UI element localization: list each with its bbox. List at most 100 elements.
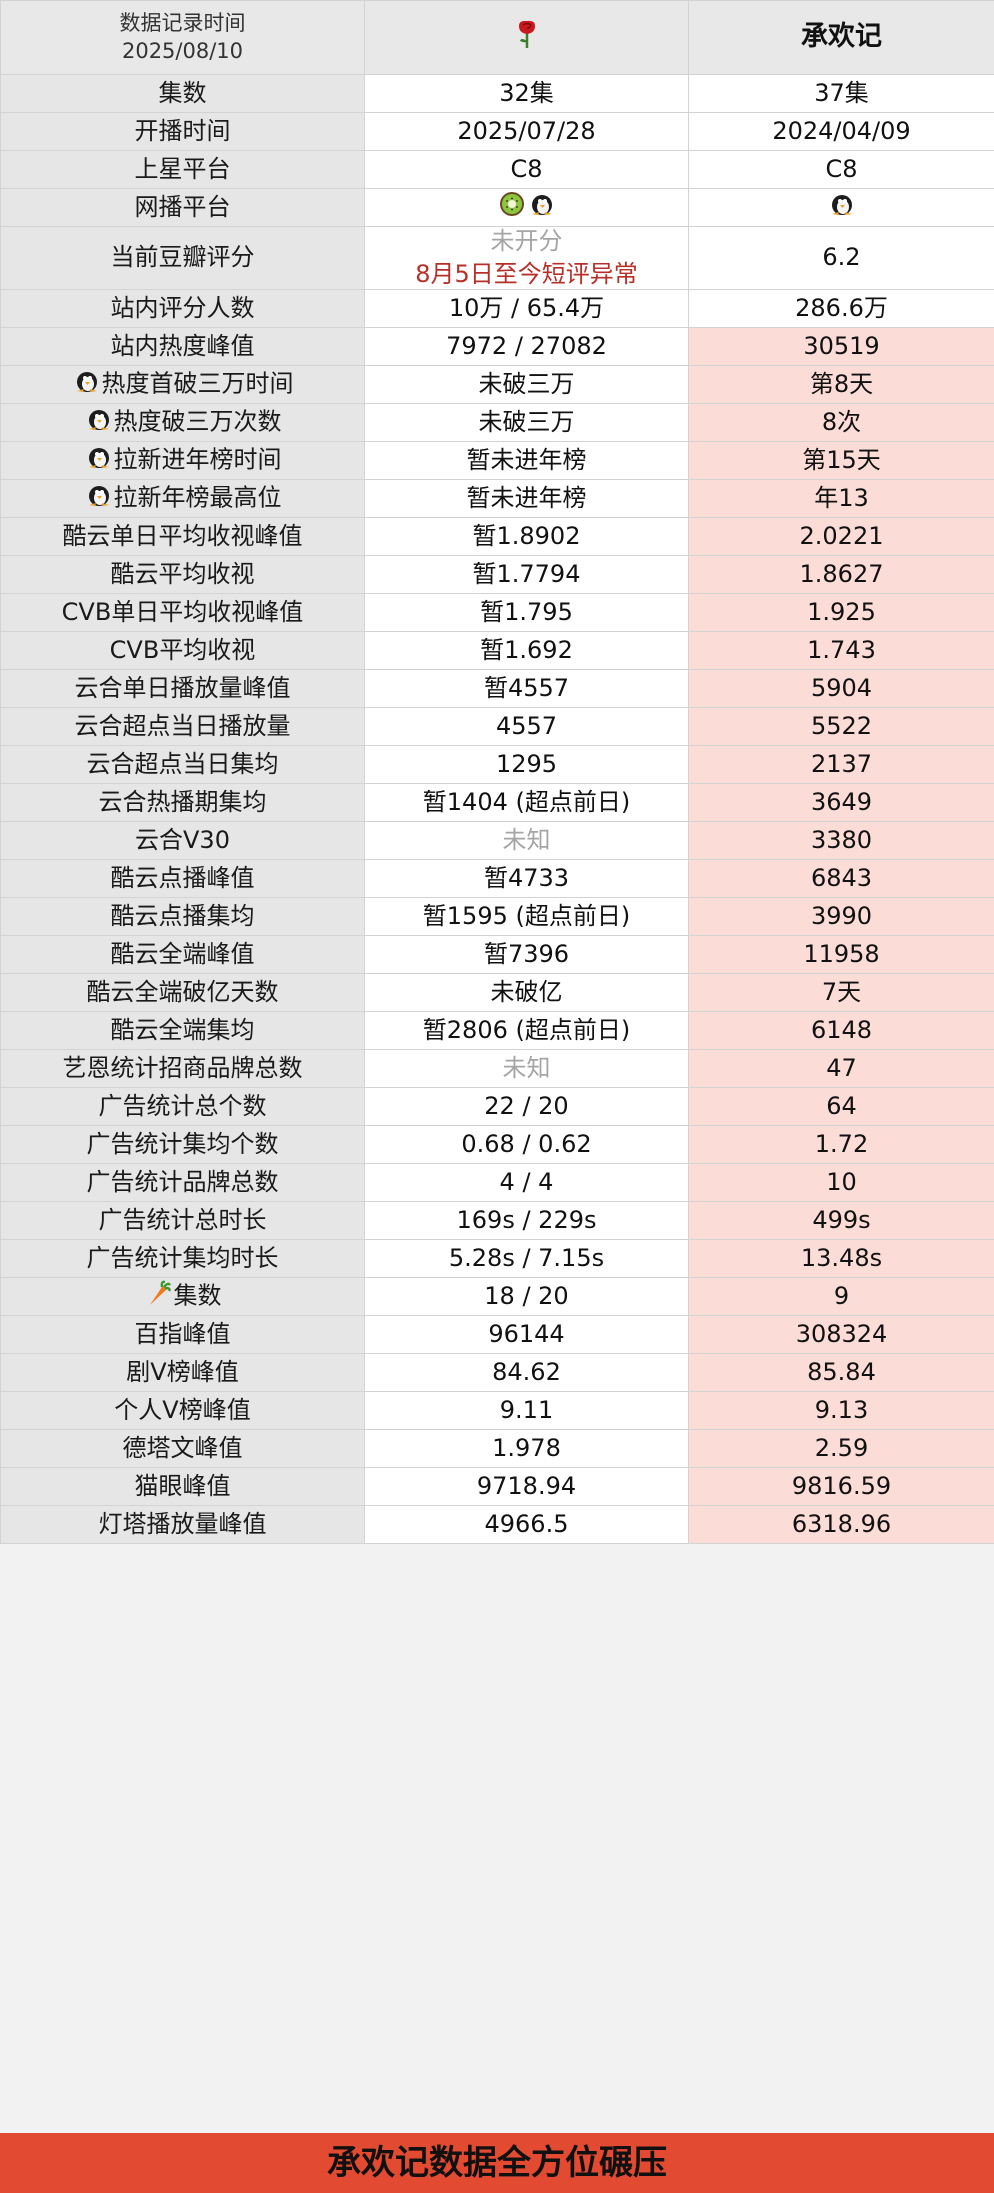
drama-b-value: 第8天 <box>688 364 994 404</box>
drama-a-value-text: 96144 <box>488 1319 565 1348</box>
drama-a-value: 0.68 / 0.62 <box>364 1124 689 1164</box>
row-label-text: 酷云全端集均 <box>110 1015 255 1044</box>
drama-a-value: 18 / 20 <box>364 1276 689 1316</box>
row-label: 酷云平均收视 <box>0 554 365 594</box>
table-row: 网播平台 <box>0 188 994 227</box>
drama-b-value: 10 <box>688 1162 994 1202</box>
drama-b-value-text: 9 <box>833 1281 850 1310</box>
drama-b-value: 1.72 <box>688 1124 994 1164</box>
row-label-text: 云合热播期集均 <box>98 787 267 816</box>
penguin-icon <box>529 192 555 223</box>
row-label-text: 德塔文峰值 <box>122 1433 243 1462</box>
drama-b-value: 6.2 <box>688 226 994 290</box>
drama-b-value-text: 2.59 <box>814 1433 869 1462</box>
row-label: 酷云全端峰值 <box>0 934 365 974</box>
drama-a-value-text: 暂未进年榜 <box>466 483 587 512</box>
table-row: 开播时间 2025/07/28 2024/04/09 <box>0 112 994 151</box>
drama-a-value: 未破亿 <box>364 972 689 1012</box>
drama-b-value-text: 8次 <box>821 407 862 436</box>
drama-b-value: 308324 <box>688 1314 994 1354</box>
drama-a-note: 8月5日至今短评异常 <box>415 259 638 288</box>
table-row: 广告统计集均时长 5.28s / 7.15s 13.48s <box>0 1238 994 1278</box>
drama-b-value-text: 9816.59 <box>791 1471 892 1500</box>
drama-b-value: 47 <box>688 1048 994 1088</box>
drama-b-value-text: 7天 <box>821 977 862 1006</box>
table-row: 拉新进年榜时间 暂未进年榜 第15天 <box>0 440 994 480</box>
drama-b-value-text: 2.0221 <box>799 521 884 550</box>
row-label-text: 猫眼峰值 <box>134 1471 231 1500</box>
penguin-icon <box>86 445 112 476</box>
row-label-text: 艺恩统计招商品牌总数 <box>62 1053 303 1082</box>
row-label: 酷云全端集均 <box>0 1010 365 1050</box>
row-label-text: 拉新年榜最高位 <box>113 483 282 512</box>
row-label-text: 酷云全端峰值 <box>110 939 255 968</box>
drama-b-value-text: 13.48s <box>800 1243 883 1272</box>
drama-a-value-text: 暂7396 <box>483 939 570 968</box>
drama-b-value: 64 <box>688 1086 994 1126</box>
row-label: 剧V榜峰值 <box>0 1352 365 1392</box>
row-label: 当前豆瓣评分 <box>0 226 365 290</box>
drama-b-value: 3380 <box>688 820 994 860</box>
row-label-text: 广告统计总时长 <box>98 1205 267 1234</box>
drama-b-value-text: 6148 <box>810 1015 873 1044</box>
drama-b-value: 3990 <box>688 896 994 936</box>
drama-b-value: 37集 <box>688 74 994 113</box>
drama-a-value: 未开分 8月5日至今短评异常 <box>364 226 689 290</box>
row-label-text: 酷云单日平均收视峰值 <box>62 521 303 550</box>
drama-b-value: 3649 <box>688 782 994 822</box>
table-row: 云合超点当日播放量 4557 5522 <box>0 706 994 746</box>
drama-a-value: 暂1595 (超点前日) <box>364 896 689 936</box>
table-row: 云合热播期集均 暂1404 (超点前日) 3649 <box>0 782 994 822</box>
rose-icon <box>516 19 538 56</box>
table-row: 酷云点播集均 暂1595 (超点前日) 3990 <box>0 896 994 936</box>
drama-b-value-text: 37集 <box>814 79 869 108</box>
drama-b-value-text: 499s <box>812 1205 871 1234</box>
record-date: 2025/08/10 <box>121 38 244 63</box>
row-label-text: 拉新进年榜时间 <box>113 445 282 474</box>
drama-a-value-text: 暂2806 (超点前日) <box>422 1015 631 1044</box>
drama-b-value: 30519 <box>688 326 994 366</box>
drama-a-value: 暂未进年榜 <box>364 440 689 480</box>
drama-b-value-text: 9.13 <box>814 1395 869 1424</box>
table-row: 广告统计品牌总数 4 / 4 10 <box>0 1162 994 1202</box>
drama-b-value-text: 64 <box>826 1091 857 1120</box>
drama-b-value-text: 1.743 <box>807 635 876 664</box>
drama-a-header <box>364 0 689 75</box>
row-label: 酷云点播集均 <box>0 896 365 936</box>
drama-b-value: 6148 <box>688 1010 994 1050</box>
comparison-table: 数据记录时间 2025/08/10 承欢记 集数 32集 37集 开播时间 20 <box>0 0 994 1544</box>
drama-a-value: 4557 <box>364 706 689 746</box>
row-label: 云合V30 <box>0 820 365 860</box>
drama-b-value: 85.84 <box>688 1352 994 1392</box>
row-label: CVB平均收视 <box>0 630 365 670</box>
drama-a-value: 84.62 <box>364 1352 689 1392</box>
row-label-text: 上星平台 <box>134 155 231 184</box>
drama-b-value: 5904 <box>688 668 994 708</box>
row-label-text: 酷云点播集均 <box>110 901 255 930</box>
drama-a-value: 1.978 <box>364 1428 689 1468</box>
drama-a-value-text: 9718.94 <box>476 1471 577 1500</box>
table-row: 集数 32集 37集 <box>0 74 994 113</box>
drama-b-value: 6318.96 <box>688 1504 994 1544</box>
row-label: 拉新进年榜时间 <box>0 440 365 480</box>
drama-a-value: 未破三万 <box>364 402 689 442</box>
drama-a-value: 暂1404 (超点前日) <box>364 782 689 822</box>
drama-a-value: 32集 <box>364 74 689 113</box>
drama-b-value: 1.925 <box>688 592 994 632</box>
drama-b-value: 年13 <box>688 478 994 518</box>
drama-a-value-text: 未破三万 <box>478 407 575 436</box>
row-label-text: 广告统计品牌总数 <box>86 1167 279 1196</box>
row-label-text: 云合V30 <box>135 825 230 854</box>
row-label-text: 灯塔播放量峰值 <box>98 1509 267 1538</box>
drama-a-value: 未知 <box>364 1048 689 1088</box>
drama-a-value-text: 10万 / 65.4万 <box>448 293 605 322</box>
drama-b-header: 承欢记 <box>688 0 994 75</box>
drama-a-value: 10万 / 65.4万 <box>364 288 689 328</box>
drama-a-value: 未知 <box>364 820 689 860</box>
row-label-text: 广告统计总个数 <box>98 1091 267 1120</box>
drama-b-value: 1.8627 <box>688 554 994 594</box>
drama-b-value: 8次 <box>688 402 994 442</box>
drama-b-value: 9816.59 <box>688 1466 994 1506</box>
row-label: 艺恩统计招商品牌总数 <box>0 1048 365 1088</box>
drama-a-value-text: 18 / 20 <box>484 1281 569 1310</box>
